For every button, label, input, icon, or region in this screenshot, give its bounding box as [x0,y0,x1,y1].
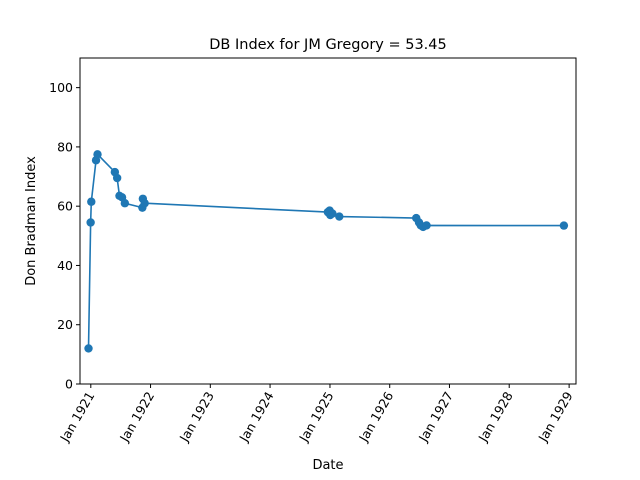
x-axis-label: Date [312,458,343,473]
data-point [422,221,431,230]
series-marks [84,150,569,353]
y-tick-label: 100 [49,80,73,95]
data-point [120,199,130,208]
data-point [335,212,344,221]
data-point [86,218,95,227]
data-point [87,197,96,206]
y-axis-label: Don Bradman Index [24,156,39,286]
data-point [93,150,102,159]
data-point [84,344,93,353]
data-point [559,221,569,230]
y-tick-label: 40 [57,258,73,273]
y-tick-label: 20 [57,317,73,332]
chart-title: DB Index for JM Gregory = 53.45 [209,37,447,53]
data-point [140,199,149,208]
y-tick-label: 80 [57,139,73,154]
plot-frame [79,57,577,385]
data-point [328,209,337,218]
data-point [112,173,122,183]
y-axis: 0 20 40 60 80 100 [49,80,80,392]
y-tick-label: 60 [57,199,73,214]
y-tick-label: 0 [65,377,73,392]
